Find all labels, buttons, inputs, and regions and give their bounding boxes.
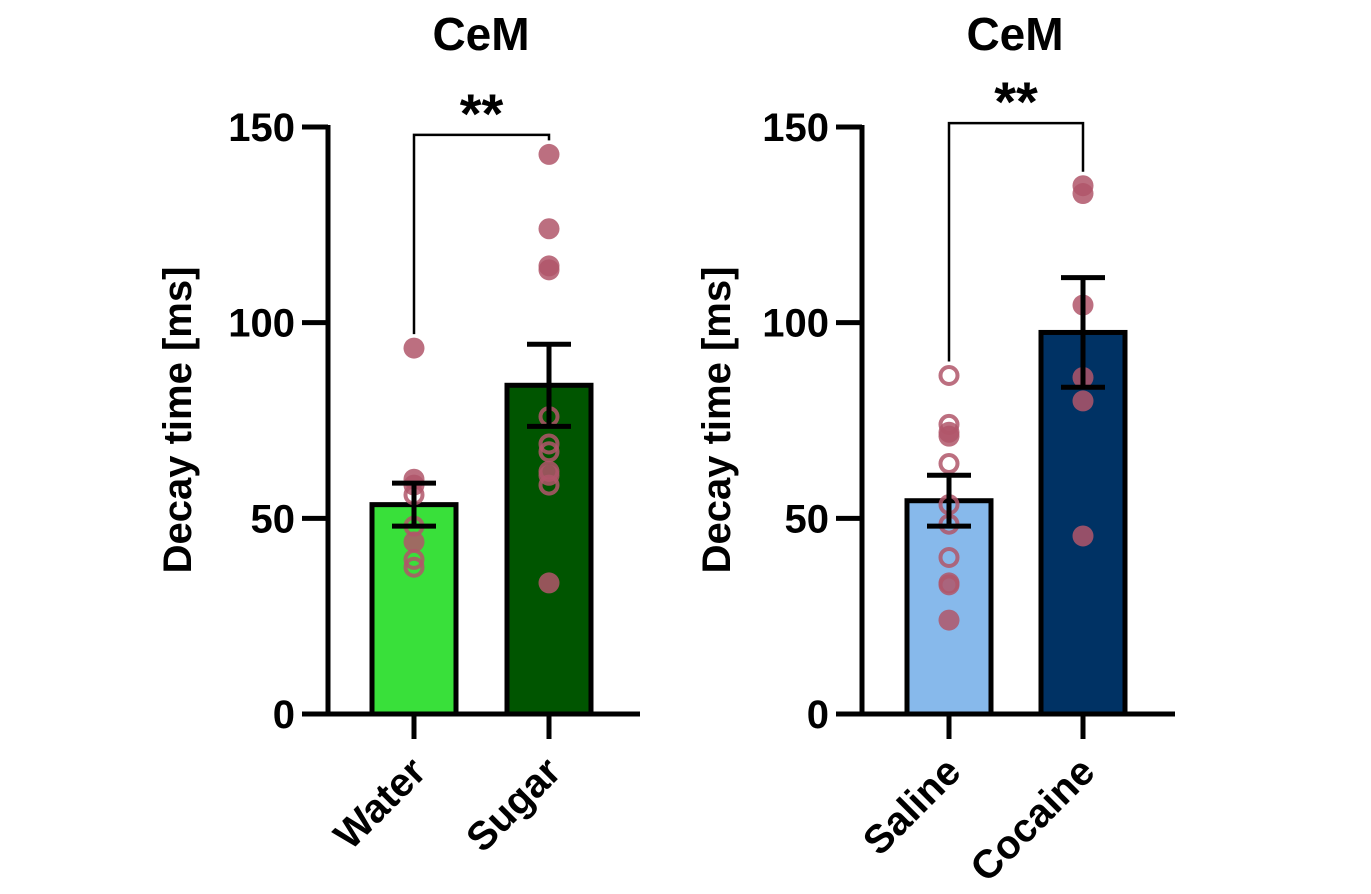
y-tick-label: 150	[228, 106, 295, 150]
y-tick-label: 50	[251, 497, 296, 541]
significance-label: **	[460, 82, 504, 145]
data-point	[1072, 390, 1094, 412]
data-point	[538, 433, 560, 455]
data-point	[938, 546, 960, 568]
data-point	[403, 337, 425, 359]
data-point	[538, 441, 560, 463]
x-tick-label: Sugar	[458, 749, 569, 860]
data-point	[538, 259, 560, 281]
y-tick-label: 150	[762, 106, 829, 150]
data-point	[1072, 525, 1094, 547]
data-point	[403, 531, 425, 553]
data-point	[538, 474, 560, 496]
data-point	[538, 218, 560, 240]
data-point	[938, 609, 960, 631]
data-point	[403, 548, 425, 570]
data-point	[938, 453, 960, 475]
chart-title: CeM	[432, 8, 529, 60]
data-point	[403, 556, 425, 578]
significance-bracket	[412, 133, 551, 335]
significance-label: **	[994, 70, 1038, 133]
data-point	[538, 143, 560, 165]
x-tick-label: Saline	[855, 749, 969, 863]
data-point	[938, 425, 960, 447]
plot-area: 0 50 100 150 Water Sugar **	[228, 82, 640, 861]
y-tick-label: 0	[273, 693, 295, 737]
x-tick-label: Cocaine	[962, 749, 1103, 889]
y-tick-label: 50	[785, 497, 830, 541]
y-axis-label: Decay time [ms]	[156, 267, 200, 574]
data-point	[938, 574, 960, 596]
chart-title: CeM	[966, 8, 1063, 60]
x-tick-label: Water	[326, 749, 435, 858]
y-tick-label: 100	[762, 302, 829, 346]
chart-panel-water-sugar: CeM Decay time [ms] 0 50 100 150 Water Sugar *…	[156, 8, 640, 861]
significance-bracket	[947, 121, 1085, 362]
data-point	[538, 572, 560, 594]
data-point	[938, 364, 960, 386]
y-axis-label: Decay time [ms]	[695, 267, 739, 574]
y-tick-label: 100	[228, 302, 295, 346]
data-point	[1072, 183, 1094, 205]
y-tick-label: 0	[807, 693, 829, 737]
chart-panel-saline-cocaine: CeM Decay time [ms] 0 50 100 150 SalineCocai…	[695, 8, 1175, 890]
